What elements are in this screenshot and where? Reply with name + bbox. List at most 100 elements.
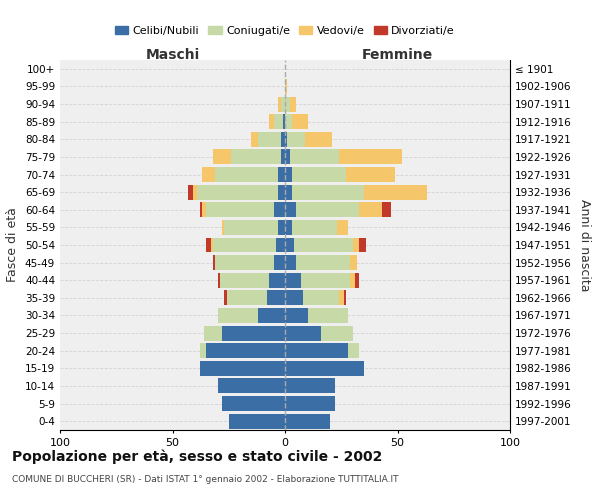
- Bar: [294, 238, 353, 252]
- Bar: [251, 132, 258, 147]
- Bar: [267, 290, 285, 306]
- Bar: [285, 238, 294, 252]
- Bar: [206, 202, 274, 218]
- Bar: [285, 220, 292, 235]
- Bar: [218, 273, 220, 287]
- Bar: [278, 96, 281, 112]
- Bar: [222, 220, 224, 235]
- Bar: [199, 202, 202, 218]
- Bar: [337, 220, 348, 235]
- Bar: [285, 273, 301, 287]
- Bar: [285, 132, 287, 147]
- Bar: [285, 396, 335, 411]
- Bar: [292, 114, 308, 129]
- Text: Maschi: Maschi: [145, 48, 200, 62]
- Bar: [269, 273, 285, 287]
- Bar: [292, 167, 346, 182]
- Bar: [218, 378, 285, 394]
- Bar: [359, 202, 382, 218]
- Bar: [274, 202, 285, 218]
- Bar: [274, 255, 285, 270]
- Bar: [193, 184, 197, 200]
- Bar: [290, 150, 339, 164]
- Bar: [229, 414, 285, 428]
- Bar: [215, 255, 274, 270]
- Bar: [278, 184, 285, 200]
- Bar: [348, 343, 359, 358]
- Bar: [281, 150, 285, 164]
- Bar: [204, 326, 222, 340]
- Bar: [285, 378, 335, 394]
- Bar: [202, 202, 206, 218]
- Bar: [285, 290, 303, 306]
- Bar: [287, 132, 305, 147]
- Bar: [339, 150, 402, 164]
- Bar: [197, 184, 278, 200]
- Bar: [305, 132, 332, 147]
- Bar: [290, 96, 296, 112]
- Text: COMUNE DI BUCCHERI (SR) - Dati ISTAT 1° gennaio 2002 - Elaborazione TUTTITALIA.I: COMUNE DI BUCCHERI (SR) - Dati ISTAT 1° …: [12, 475, 398, 484]
- Bar: [278, 220, 285, 235]
- Y-axis label: Anni di nascita: Anni di nascita: [578, 198, 591, 291]
- Bar: [283, 114, 285, 129]
- Bar: [359, 238, 366, 252]
- Bar: [224, 220, 278, 235]
- Bar: [285, 326, 321, 340]
- Bar: [218, 308, 258, 323]
- Bar: [350, 273, 355, 287]
- Bar: [258, 308, 285, 323]
- Bar: [343, 290, 346, 306]
- Bar: [285, 114, 292, 129]
- Bar: [276, 238, 285, 252]
- Bar: [227, 290, 267, 306]
- Bar: [285, 361, 364, 376]
- Bar: [281, 96, 285, 112]
- Bar: [285, 308, 308, 323]
- Bar: [211, 238, 213, 252]
- Bar: [321, 326, 353, 340]
- Bar: [269, 114, 274, 129]
- Bar: [258, 132, 281, 147]
- Y-axis label: Fasce di età: Fasce di età: [7, 208, 19, 282]
- Bar: [308, 308, 348, 323]
- Text: Femmine: Femmine: [362, 48, 433, 62]
- Bar: [206, 238, 211, 252]
- Bar: [281, 132, 285, 147]
- Bar: [285, 184, 292, 200]
- Bar: [350, 255, 357, 270]
- Bar: [355, 273, 359, 287]
- Bar: [213, 238, 276, 252]
- Bar: [285, 414, 330, 428]
- Bar: [364, 184, 427, 200]
- Bar: [296, 255, 350, 270]
- Bar: [188, 184, 193, 200]
- Bar: [278, 167, 285, 182]
- Bar: [285, 96, 290, 112]
- Bar: [231, 150, 281, 164]
- Bar: [301, 273, 350, 287]
- Bar: [199, 361, 285, 376]
- Bar: [224, 290, 227, 306]
- Bar: [199, 343, 206, 358]
- Bar: [220, 273, 269, 287]
- Bar: [213, 150, 231, 164]
- Bar: [222, 396, 285, 411]
- Bar: [346, 167, 395, 182]
- Bar: [292, 184, 364, 200]
- Bar: [285, 79, 287, 94]
- Bar: [285, 202, 296, 218]
- Bar: [303, 290, 339, 306]
- Bar: [382, 202, 391, 218]
- Bar: [215, 167, 278, 182]
- Bar: [285, 343, 348, 358]
- Bar: [285, 150, 290, 164]
- Bar: [213, 255, 215, 270]
- Bar: [292, 220, 337, 235]
- Bar: [274, 114, 283, 129]
- Text: Popolazione per età, sesso e stato civile - 2002: Popolazione per età, sesso e stato civil…: [12, 450, 382, 464]
- Bar: [202, 167, 215, 182]
- Legend: Celibi/Nubili, Coniugati/e, Vedovi/e, Divorziati/e: Celibi/Nubili, Coniugati/e, Vedovi/e, Di…: [110, 21, 460, 40]
- Bar: [206, 343, 285, 358]
- Bar: [296, 202, 359, 218]
- Bar: [285, 167, 292, 182]
